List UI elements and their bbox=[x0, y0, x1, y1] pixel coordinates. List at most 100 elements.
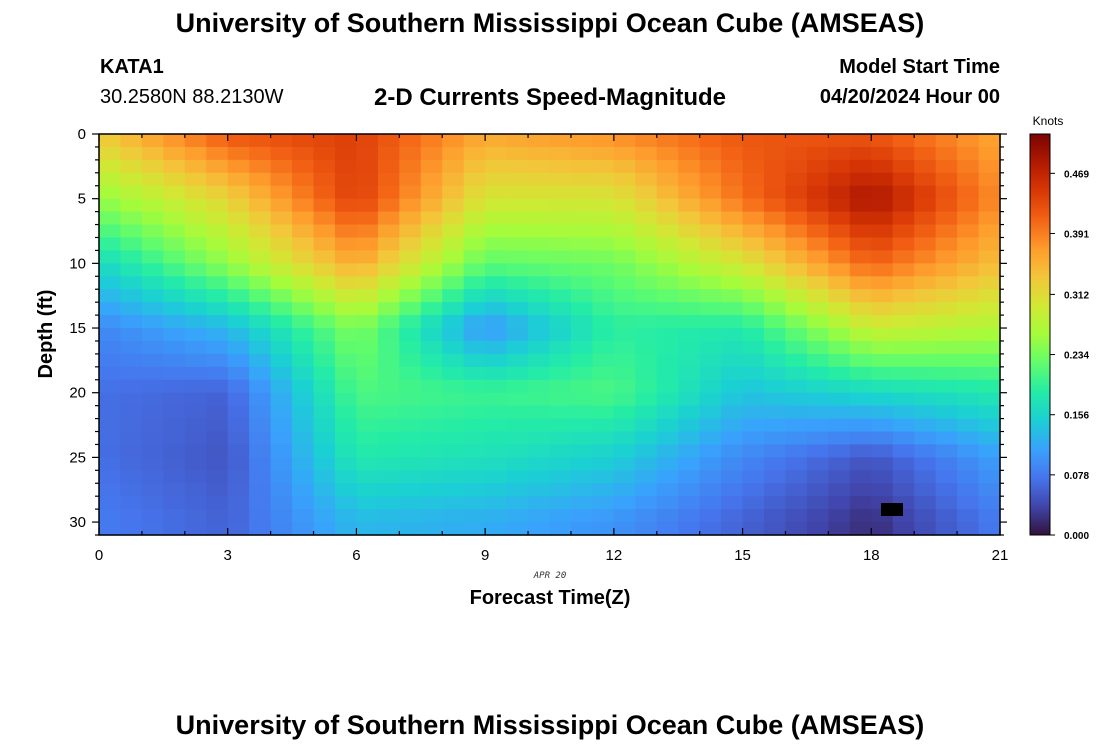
heatmap-cell bbox=[828, 353, 851, 368]
heatmap-cell bbox=[334, 483, 358, 497]
heatmap-cell bbox=[549, 366, 572, 381]
heatmap-cell bbox=[828, 483, 851, 497]
heatmap-cell bbox=[206, 340, 229, 355]
heatmap-cell bbox=[914, 431, 937, 446]
heatmap-cell bbox=[935, 185, 958, 200]
heatmap-cell bbox=[485, 237, 508, 252]
heatmap-cell bbox=[613, 263, 636, 277]
heatmap-cell bbox=[592, 522, 615, 536]
heatmap-cell bbox=[420, 302, 443, 316]
heatmap-cell bbox=[141, 134, 164, 148]
heatmap-cell bbox=[806, 496, 829, 510]
heatmap-cell bbox=[549, 172, 572, 187]
footer-title: University of Southern Mississippi Ocean… bbox=[175, 710, 925, 740]
heatmap-cell bbox=[806, 289, 829, 303]
heatmap-cell bbox=[592, 289, 615, 303]
heatmap-cell bbox=[849, 522, 872, 536]
heatmap-cell bbox=[935, 509, 958, 523]
heatmap-cell bbox=[249, 315, 272, 329]
heatmap-cell bbox=[99, 340, 122, 355]
heatmap-cell bbox=[914, 418, 937, 433]
heatmap-cell bbox=[356, 431, 379, 446]
heatmap-cell bbox=[227, 302, 250, 316]
heatmap-cell bbox=[485, 418, 508, 433]
heatmap-cell bbox=[764, 172, 787, 187]
heatmap-cell bbox=[206, 315, 229, 329]
heatmap-cell bbox=[892, 457, 915, 471]
heatmap-cell bbox=[292, 457, 315, 471]
heatmap-cell bbox=[635, 366, 658, 381]
heatmap-cell bbox=[806, 366, 829, 381]
heatmap-cell bbox=[163, 328, 186, 342]
heatmap-cell bbox=[163, 237, 186, 252]
heatmap-cell bbox=[99, 263, 122, 277]
heatmap-cell bbox=[785, 405, 808, 420]
colorbar-tick-label: 0.234 bbox=[1064, 351, 1089, 362]
heatmap-cell bbox=[184, 496, 207, 510]
heatmap-cell bbox=[420, 185, 443, 200]
heatmap-cell bbox=[635, 405, 658, 420]
heatmap-cell bbox=[249, 340, 272, 355]
heatmap-cell bbox=[785, 379, 808, 394]
heatmap-cell bbox=[785, 237, 808, 252]
heatmap-cell bbox=[163, 405, 186, 420]
heatmap-cell bbox=[463, 405, 486, 420]
heatmap-cell bbox=[828, 315, 851, 329]
heatmap-cell bbox=[549, 237, 572, 252]
heatmap-cell bbox=[892, 263, 915, 277]
heatmap-cell bbox=[249, 379, 272, 394]
heatmap-cell bbox=[549, 224, 572, 239]
heatmap-cell bbox=[313, 263, 336, 277]
heatmap-cell bbox=[420, 509, 443, 523]
heatmap-cell bbox=[528, 289, 551, 303]
heatmap-cell bbox=[914, 159, 937, 174]
heatmap-cell bbox=[163, 250, 186, 264]
heatmap-cell bbox=[206, 146, 229, 161]
colorbar-unit-label: Knots bbox=[1033, 114, 1064, 128]
heatmap-cell bbox=[99, 159, 122, 174]
heatmap-cell bbox=[485, 444, 508, 458]
heatmap-cell bbox=[849, 496, 872, 510]
heatmap-cell bbox=[678, 237, 701, 252]
heatmap-cell bbox=[184, 328, 207, 342]
heatmap-cell bbox=[592, 392, 615, 407]
heatmap-cell bbox=[764, 418, 787, 433]
heatmap-cell bbox=[978, 366, 1001, 381]
heatmap-cell bbox=[528, 470, 551, 484]
heatmap-cell bbox=[871, 457, 894, 471]
heatmap-cell bbox=[699, 185, 722, 200]
heatmap-cell bbox=[613, 496, 636, 510]
heatmap-cell bbox=[442, 289, 465, 303]
heatmap-cell bbox=[270, 276, 293, 290]
heatmap-cell bbox=[957, 146, 980, 161]
heatmap-cell bbox=[892, 134, 915, 148]
heatmap-cell bbox=[656, 159, 679, 174]
heatmap-cell bbox=[227, 366, 250, 381]
heatmap-cell bbox=[206, 366, 229, 381]
heatmap-cell bbox=[442, 457, 465, 471]
heatmap-cell bbox=[163, 134, 186, 148]
heatmap-cell bbox=[742, 237, 765, 252]
heatmap-cell bbox=[570, 444, 593, 458]
heatmap-cell bbox=[592, 457, 615, 471]
heatmap-cell bbox=[849, 392, 872, 407]
heatmap-cell bbox=[721, 496, 744, 510]
heatmap-cell bbox=[871, 185, 894, 200]
heatmap-cell bbox=[549, 392, 572, 407]
heatmap-cell bbox=[935, 328, 958, 342]
heatmap-cell bbox=[871, 263, 894, 277]
heatmap-cell bbox=[420, 522, 443, 536]
heatmap-cell bbox=[463, 146, 486, 161]
heatmap-cell bbox=[249, 509, 272, 523]
heatmap-cell bbox=[227, 289, 250, 303]
heatmap-cell bbox=[613, 340, 636, 355]
heatmap-cell bbox=[377, 289, 400, 303]
heatmap-cell bbox=[678, 134, 701, 148]
heatmap-cell bbox=[184, 418, 207, 433]
heatmap-cell bbox=[957, 457, 980, 471]
heatmap-cell bbox=[399, 470, 422, 484]
heatmap-cell bbox=[120, 353, 143, 368]
heatmap-cell bbox=[721, 405, 744, 420]
heatmap-cell bbox=[249, 172, 272, 187]
heatmap-cell bbox=[806, 276, 829, 290]
